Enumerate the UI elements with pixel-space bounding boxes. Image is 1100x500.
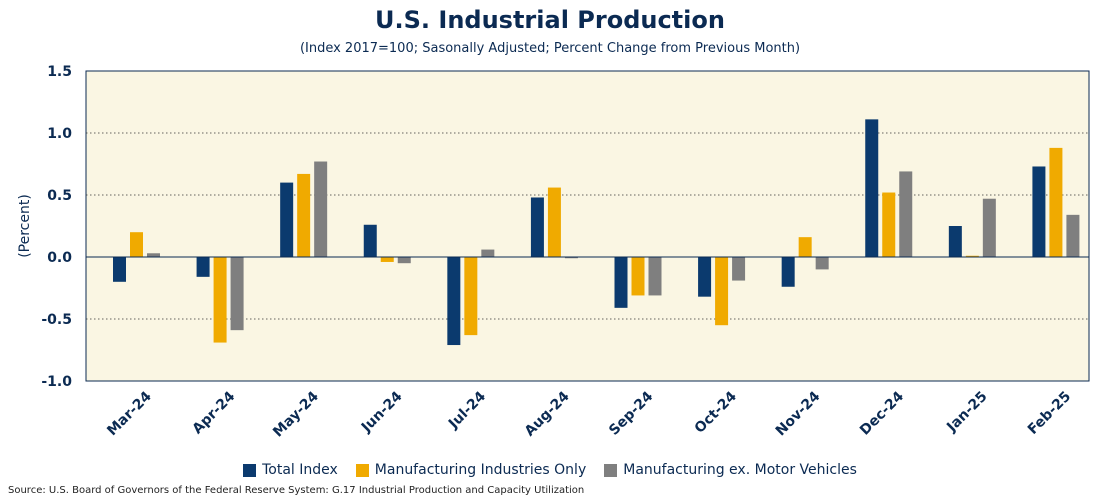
- bar: [865, 119, 879, 257]
- y-tick-label: 1.5: [47, 64, 72, 80]
- bar: [196, 257, 210, 277]
- bar: [380, 257, 394, 262]
- source-note: Source: U.S. Board of Governors of the F…: [8, 485, 585, 496]
- x-tick-label: Aug-24: [522, 388, 573, 439]
- y-tick-label: 0.5: [47, 188, 72, 204]
- bar: [530, 197, 544, 257]
- bar: [798, 237, 812, 257]
- y-tick-label: 1.0: [47, 126, 72, 142]
- bar: [130, 232, 143, 257]
- bar: [899, 171, 913, 257]
- bar: [1032, 166, 1046, 257]
- legend-label: Manufacturing ex. Motor Vehicles: [623, 462, 857, 478]
- x-tick-label: Dec-24: [857, 388, 907, 438]
- bar: [464, 257, 478, 336]
- bar: [732, 257, 746, 281]
- bar: [297, 173, 311, 257]
- bars: [113, 119, 1080, 346]
- bar: [965, 255, 979, 257]
- bar: [314, 161, 328, 257]
- x-tick-label: Feb-25: [1025, 389, 1074, 438]
- bar: [698, 257, 712, 297]
- bar: [815, 257, 829, 270]
- bar: [447, 257, 461, 346]
- legend-item: Manufacturing ex. Motor Vehicles: [604, 462, 857, 478]
- x-tick-label: Mar-24: [104, 388, 155, 439]
- x-tick-label: Apr-24: [190, 388, 239, 437]
- bar: [614, 257, 628, 308]
- bar: [547, 187, 561, 257]
- x-tick-label: Nov-24: [773, 388, 824, 439]
- bar: [280, 182, 294, 257]
- bar: [948, 226, 962, 257]
- legend-label: Total Index: [262, 462, 338, 478]
- bar-chart: -1.0 -0.5 0.0 0.5 1.0 1.5 Mar-24 Apr-24 May-24 J…: [17, 64, 1090, 440]
- bar: [213, 257, 227, 343]
- x-tick-labels: Mar-24 Apr-24 May-24 Jun-24 Jul-24 Aug-24 Sep-…: [104, 388, 1074, 440]
- legend-swatch: [604, 463, 618, 477]
- bar: [1066, 214, 1080, 257]
- legend-swatch: [243, 463, 257, 477]
- x-tick-label: Sep-24: [606, 388, 656, 438]
- bar: [363, 224, 377, 257]
- legend-item: Manufacturing Industries Only: [355, 462, 587, 478]
- bar: [564, 257, 578, 259]
- bar: [882, 192, 896, 257]
- bar: [230, 257, 244, 331]
- x-tick-label: Jul-24: [445, 388, 489, 432]
- x-tick-label: Jun-24: [358, 388, 406, 436]
- bar: [1049, 147, 1063, 257]
- bar: [648, 257, 662, 296]
- bar: [147, 253, 160, 257]
- bar: [481, 249, 495, 257]
- y-tick-label: -1.0: [41, 374, 72, 390]
- x-tick-label: May-24: [270, 388, 322, 440]
- legend-item: Total Index: [243, 462, 338, 478]
- bar: [982, 198, 996, 257]
- bar: [715, 257, 729, 326]
- bar: [113, 257, 126, 282]
- bar: [397, 257, 411, 264]
- y-axis-label: (Percent): [17, 194, 33, 258]
- legend-swatch: [355, 463, 369, 477]
- chart-title: U.S. Industrial Production: [375, 6, 725, 34]
- gridlines: [86, 132, 1089, 320]
- y-tick-label: -0.5: [41, 312, 72, 328]
- y-tick-labels: -1.0 -0.5 0.0 0.5 1.0 1.5: [41, 64, 72, 390]
- x-tick-label: Oct-24: [692, 388, 740, 436]
- x-tick-label: Jan-25: [943, 389, 990, 436]
- bar: [781, 257, 795, 287]
- bar: [631, 257, 645, 296]
- chart-subtitle: (Index 2017=100; Sasonally Adjusted; Per…: [299, 41, 801, 56]
- plot-area: [85, 70, 1090, 382]
- legend-label: Manufacturing Industries Only: [374, 462, 587, 478]
- y-tick-label: 0.0: [47, 250, 72, 266]
- legend: Total Index Manufacturing Industries Only…: [0, 462, 1100, 478]
